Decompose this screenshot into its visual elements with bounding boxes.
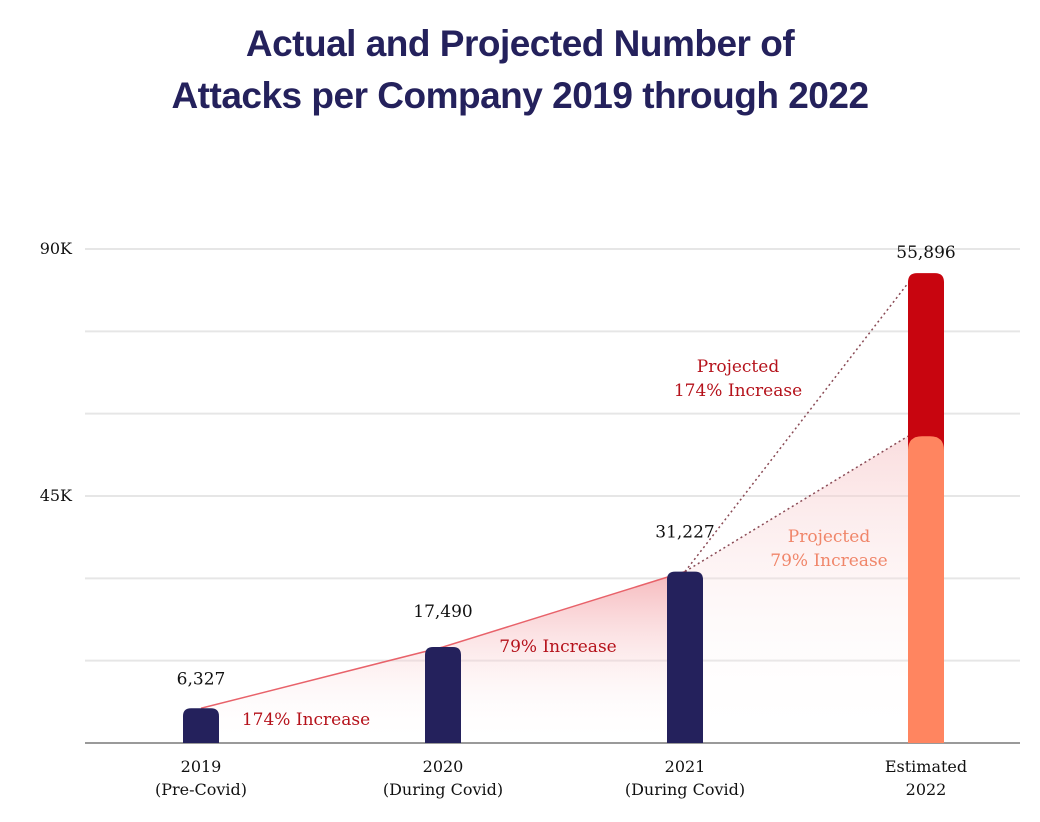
bars xyxy=(183,273,944,743)
chart-title-line-2: Attacks per Company 2019 through 2022 xyxy=(171,75,869,116)
value-label: 17,490 xyxy=(413,602,472,622)
labels: 90K 45K 6,327 17,490 31,227 55,896 2019 (Pre-Co… xyxy=(40,239,967,799)
value-label: 31,227 xyxy=(655,523,714,543)
projected-trend-shade xyxy=(685,436,908,743)
x-category-label: 2019 xyxy=(181,757,222,776)
x-category-sublabel: (During Covid) xyxy=(383,780,503,799)
chart-title-line-1: Actual and Projected Number of xyxy=(245,23,795,64)
annotation-174-increase: 174% Increase xyxy=(242,710,370,730)
bar-2 xyxy=(667,571,703,743)
x-category-sublabel: 2022 xyxy=(906,780,947,799)
bar-1 xyxy=(425,646,461,743)
value-label: 55,896 xyxy=(896,243,955,263)
x-category-label: 2020 xyxy=(423,757,464,776)
chart-title: Actual and Projected Number of Attacks p… xyxy=(0,18,1040,122)
bar-2022-projected-low xyxy=(908,436,944,743)
projected-79-dotted-line xyxy=(684,435,909,573)
annotation-projected-174-line2: 174% Increase xyxy=(674,381,802,401)
y-tick-label: 45K xyxy=(40,486,73,505)
bar-0 xyxy=(183,708,219,743)
trend-shading xyxy=(201,436,908,743)
annotation-79-increase: 79% Increase xyxy=(499,637,616,657)
annotation-projected-79-line1: Projected xyxy=(788,527,871,547)
annotation-projected-174-line1: Projected xyxy=(697,357,780,377)
x-category-label: Estimated xyxy=(885,757,967,776)
projected-174-dotted-line xyxy=(684,282,909,573)
value-label: 6,327 xyxy=(177,669,226,689)
x-category-label: 2021 xyxy=(665,757,706,776)
x-category-sublabel: (During Covid) xyxy=(625,780,745,799)
x-category-sublabel: (Pre-Covid) xyxy=(155,780,247,799)
y-tick-label: 90K xyxy=(40,239,73,258)
annotation-projected-79-line2: 79% Increase xyxy=(770,551,887,571)
